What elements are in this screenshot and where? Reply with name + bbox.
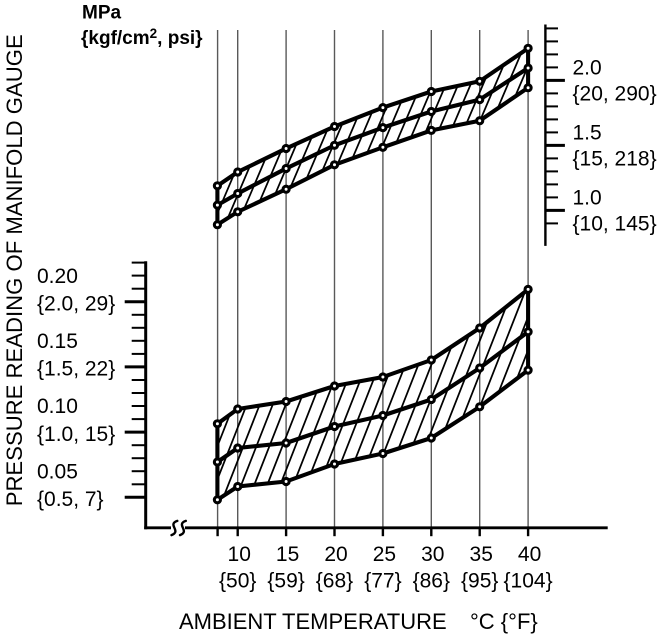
svg-text:2.0: 2.0 xyxy=(573,57,602,80)
svg-text:40: 40 xyxy=(518,543,541,566)
svg-text:0.10: 0.10 xyxy=(37,395,78,418)
svg-text:{1.5, 22}: {1.5, 22} xyxy=(37,358,115,381)
svg-text:PRESSURE READING OF MANIFOLD G: PRESSURE READING OF MANIFOLD GAUGE xyxy=(2,34,27,506)
svg-text:{10, 145}: {10, 145} xyxy=(573,213,657,236)
svg-text:35: 35 xyxy=(470,543,493,566)
svg-text:15: 15 xyxy=(276,543,299,566)
svg-text:1.0: 1.0 xyxy=(573,187,602,210)
svg-text:{1.0, 15}: {1.0, 15} xyxy=(37,423,115,446)
svg-text:25: 25 xyxy=(373,543,396,566)
svg-text:{kgf/cm2, psi}: {kgf/cm2, psi} xyxy=(81,26,203,49)
svg-text:{2.0, 29}: {2.0, 29} xyxy=(37,293,115,316)
svg-text:{68}: {68} xyxy=(316,570,353,593)
svg-text:30: 30 xyxy=(421,543,444,566)
svg-text:{86}: {86} xyxy=(413,570,450,593)
svg-text:{59}: {59} xyxy=(267,570,304,593)
svg-text:{95}: {95} xyxy=(461,570,498,593)
svg-text:AMBIENT TEMPERATURE: AMBIENT TEMPERATURE xyxy=(179,609,447,634)
svg-text:°C {°F}: °C {°F} xyxy=(470,609,538,634)
svg-text:{20, 290}: {20, 290} xyxy=(573,83,657,106)
svg-text:{50}: {50} xyxy=(219,570,256,593)
svg-text:0.05: 0.05 xyxy=(37,460,78,483)
svg-text:{77}: {77} xyxy=(364,570,401,593)
svg-text:0.20: 0.20 xyxy=(37,265,78,288)
svg-text:20: 20 xyxy=(324,543,347,566)
svg-text:10: 10 xyxy=(228,543,251,566)
svg-text:{15, 218}: {15, 218} xyxy=(573,148,657,171)
svg-text:1.5: 1.5 xyxy=(573,122,602,145)
svg-text:MPa: MPa xyxy=(82,2,122,23)
svg-text:{0.5, 7}: {0.5, 7} xyxy=(37,488,104,511)
svg-text:{104}: {104} xyxy=(504,570,553,593)
svg-text:0.15: 0.15 xyxy=(37,330,78,353)
